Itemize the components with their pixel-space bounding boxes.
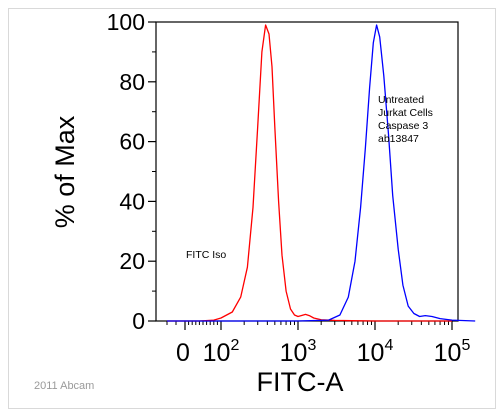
annotation-sample: Untreated Jurkat Cells Caspase 3 ab13847: [378, 94, 436, 145]
y-tick-label: 20: [119, 248, 145, 274]
series-isotype-line: [167, 24, 452, 322]
x-axis-title: FITC-A: [257, 367, 344, 397]
chart-panel: [8, 8, 496, 409]
plot-frame: [155, 21, 459, 322]
x-tick-label: 104: [357, 337, 394, 367]
x-tick-label: 103: [280, 337, 317, 367]
x-ticks: 0 102 103 104 105: [166, 321, 471, 367]
y-axis-title: % of Max: [50, 115, 80, 228]
y-tick-label: 100: [107, 9, 145, 35]
y-tick-label: 40: [119, 188, 145, 214]
annotation-isotype: FITC Iso: [186, 249, 226, 261]
y-tick-label: 60: [119, 129, 145, 155]
x-tick-label: 0: [176, 339, 190, 367]
y-tick-label: 0: [132, 308, 145, 334]
x-tick-label: 102: [203, 337, 240, 367]
series-sample-line: [167, 24, 476, 322]
copyright-credit: 2011 Abcam: [34, 380, 94, 392]
y-tick-label: 80: [119, 69, 145, 95]
series-layer: [167, 24, 476, 322]
y-ticks: 0 20 40 60 80 100: [107, 9, 156, 334]
x-tick-label: 105: [434, 337, 471, 367]
